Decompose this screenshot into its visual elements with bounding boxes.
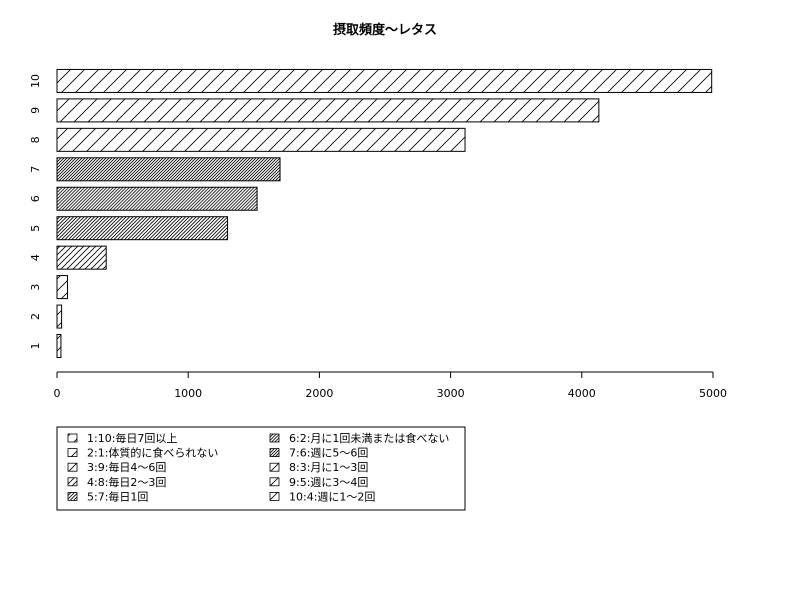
bar-3 (56, 275, 68, 300)
legend-entry: 10:4:週に1〜2回 (289, 490, 375, 503)
y-tick-label: 9 (29, 107, 42, 114)
chart-title: 摂取頻度〜レタス (333, 22, 437, 38)
legend-swatch (269, 448, 280, 458)
legend-entry: 5:7:毎日1回 (87, 490, 148, 503)
legend-swatch (67, 491, 78, 501)
legend-swatch (269, 477, 280, 487)
legend-swatch (67, 448, 78, 458)
legend-swatch (67, 433, 78, 443)
bar-4 (56, 245, 107, 270)
y-tick-label: 5 (29, 225, 42, 232)
bar-2 (56, 304, 63, 329)
bar-6 (56, 186, 258, 211)
x-tick-label: 2000 (305, 387, 333, 400)
legend-entry: 9:5:週に3〜4回 (289, 476, 368, 489)
bar-1 (56, 334, 62, 358)
y-tick-label: 7 (29, 166, 42, 173)
legend-entry: 4:8:毎日2〜3回 (87, 476, 166, 489)
legend-swatch (269, 491, 280, 501)
legend-swatch (67, 462, 78, 472)
bar-9 (56, 98, 600, 123)
legend-box (56, 426, 466, 511)
legend-swatch (269, 462, 280, 472)
legend-entry: 7:6:週に5〜6回 (289, 447, 368, 460)
x-tick-label: 3000 (437, 387, 465, 400)
y-tick-label: 6 (29, 195, 42, 202)
y-tick-label: 10 (29, 74, 42, 88)
y-tick-label: 1 (29, 343, 42, 350)
legend-entry: 8:3:月に1〜3回 (289, 461, 368, 474)
x-axis: 0 1000 2000 3000 4000 5000 (54, 371, 727, 400)
y-tick-label: 2 (29, 313, 42, 320)
bar-10 (56, 68, 713, 93)
bar-5 (56, 216, 229, 241)
x-tick-label: 1000 (174, 387, 202, 400)
y-tick-label: 4 (29, 254, 42, 261)
x-tick-label: 4000 (568, 387, 596, 400)
y-axis: 1 2 3 4 5 6 7 8 9 10 (29, 74, 42, 350)
legend-swatch (269, 433, 280, 443)
bar-8 (56, 127, 466, 152)
legend-entry: 6:2:月に1回未満または食べない (289, 431, 449, 445)
legend-entry: 3:9:毎日4〜6回 (87, 461, 166, 474)
legend-entry: 2:1:体質的に食べられない (87, 446, 218, 460)
legend-entry: 1:10:毎日7回以上 (87, 432, 177, 445)
bars-group (56, 68, 713, 358)
x-tick-label: 0 (54, 387, 61, 400)
legend-swatch (67, 477, 78, 487)
y-tick-label: 8 (29, 136, 42, 143)
bar-7 (56, 157, 281, 182)
x-tick-label: 5000 (699, 387, 727, 400)
y-tick-label: 3 (29, 284, 42, 291)
